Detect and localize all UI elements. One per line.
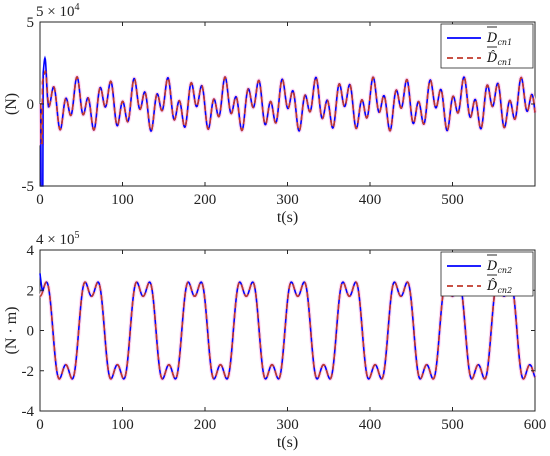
x-tick-label: 200 (194, 192, 217, 208)
legend-entry: Dcn1 (486, 31, 512, 47)
x-tick-label: 0 (36, 192, 44, 208)
x-tick-label: 300 (276, 192, 299, 208)
legend-entry: D̂cn2 (486, 278, 512, 295)
y-tick-label: 2 (27, 283, 35, 299)
x-tick-label: 200 (194, 417, 217, 433)
legend (440, 251, 534, 297)
y-tick-label: -4 (22, 404, 35, 420)
y-exponent-label: 5 × 104 (36, 2, 79, 20)
y-tick-label: 4 (27, 243, 35, 259)
y-tick-label: -5 (22, 179, 35, 195)
x-tick-label: 500 (441, 417, 464, 433)
y-axis-label: (N) (3, 93, 20, 115)
bottom-chart: 0 100 200 300 400 500 600 -4 -2 0 2 44 × 105 t(s) (N … (3, 230, 546, 451)
x-axis-label: t(s) (277, 209, 298, 226)
y-tick-label: 0 (27, 97, 35, 113)
x-tick-label: 0 (36, 417, 44, 433)
x-tick-label: 500 (441, 192, 464, 208)
y-exponent-label: 4 × 105 (36, 230, 79, 248)
legend-entry: D̂cn1 (486, 50, 512, 67)
x-tick-label: 400 (359, 417, 382, 433)
x-axis-label: t(s) (277, 434, 298, 451)
y-axis-label: (N · m) (3, 307, 20, 355)
x-tick-label: 400 (359, 192, 382, 208)
x-tick-label: 300 (276, 417, 299, 433)
series-line-est-cn1 (39, 69, 536, 145)
x-tick-label: 100 (111, 192, 134, 208)
y-tick-label: 0 (27, 324, 35, 340)
y-tick-label: 5 (27, 15, 35, 31)
y-tick-label: -2 (22, 364, 35, 380)
x-tick-label: 600 (524, 417, 547, 433)
legend-entry: Dcn2 (486, 259, 512, 275)
legend (440, 23, 534, 69)
x-tick-label: 100 (111, 417, 134, 433)
